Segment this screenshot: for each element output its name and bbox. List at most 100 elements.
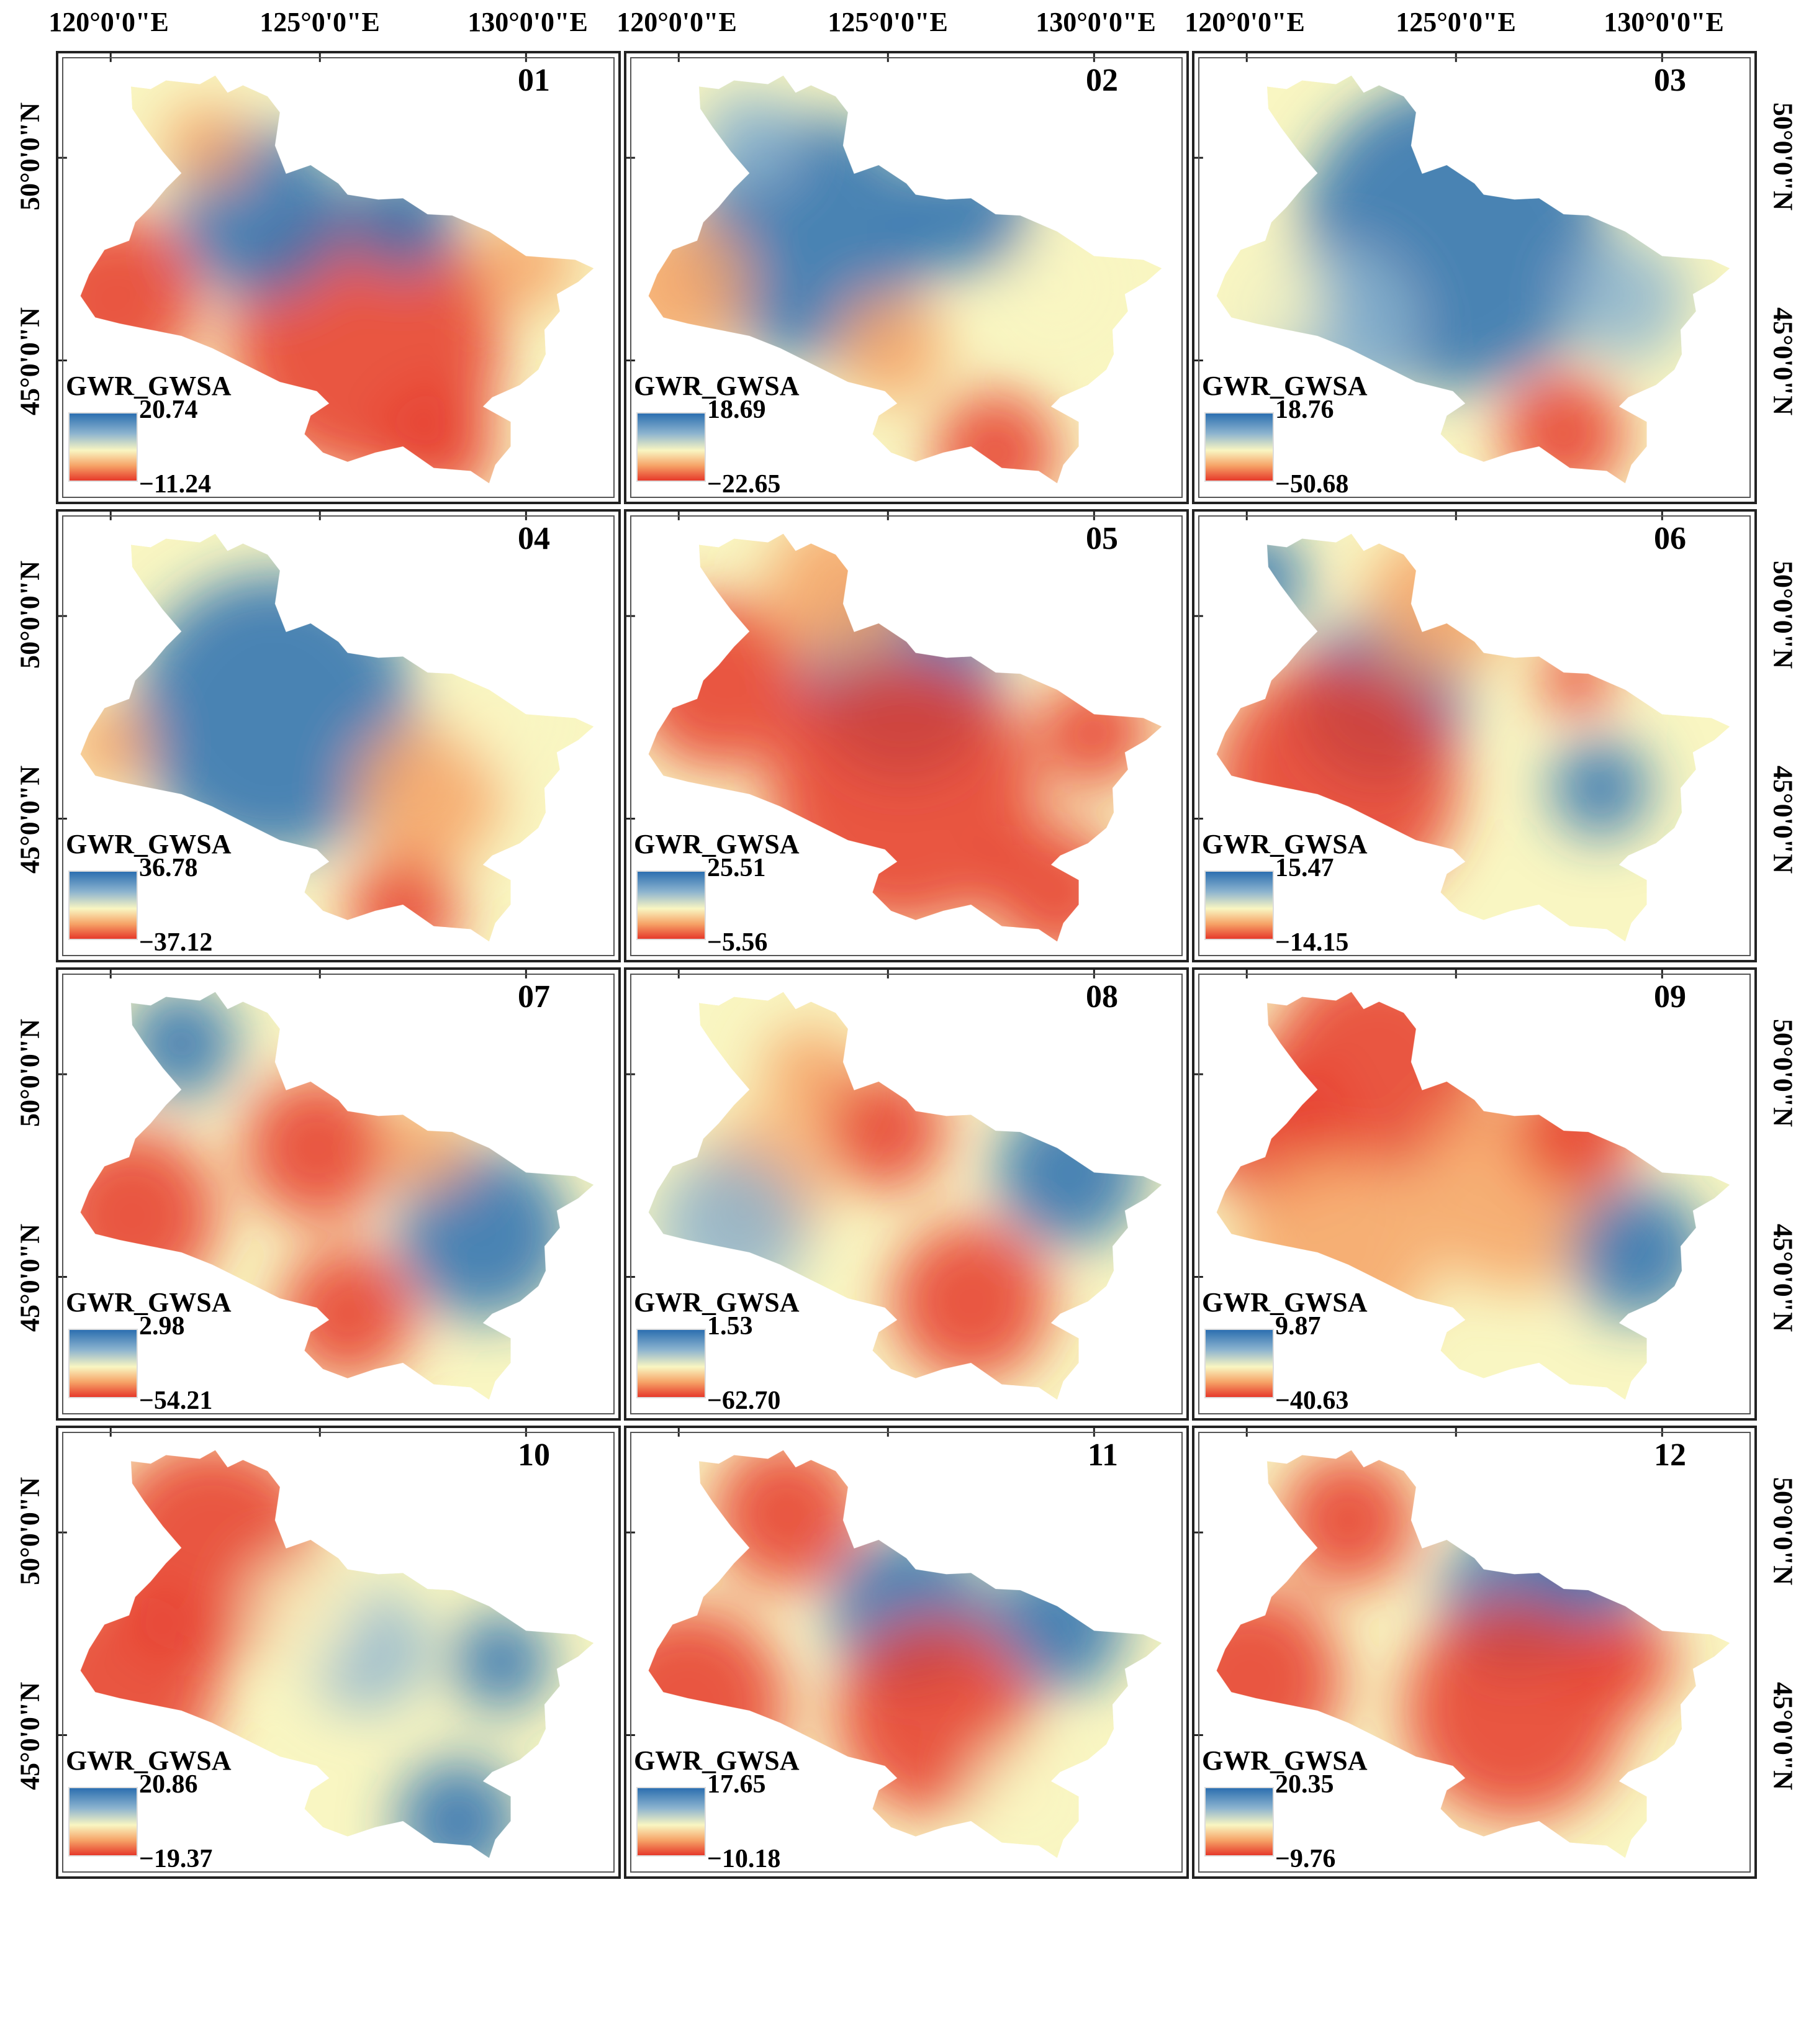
lat-label-l-0-1: 45°0'0"N	[14, 307, 46, 415]
legend-max-value: 20.86	[139, 1770, 198, 1799]
compass-s: S	[1557, 2020, 1567, 2040]
month-label: 10	[518, 1437, 550, 1473]
lat-label-r-1-1: 45°0'0"N	[1767, 766, 1799, 874]
compass-icon	[1487, 1894, 1636, 2041]
map-panel-05: 05 GWR_GWSA 25.51 −5.56	[624, 509, 1189, 962]
compass-rose: N S W E	[1487, 1894, 1636, 2041]
legend-color-ramp	[1204, 1329, 1274, 1398]
top-lon-label-2-2: 130°0'0"E	[1604, 6, 1724, 38]
legend-max-value: 1.53	[707, 1311, 753, 1341]
inner-frame	[630, 1432, 1183, 1873]
legend-color-ramp	[1204, 1787, 1274, 1856]
month-label: 09	[1654, 979, 1686, 1015]
scale-label-1800: 1800	[699, 1979, 754, 2011]
top-longitude-axis: 120°0'0"E 125°0'0"E 130°0'0"E 120°0'0"E 125°…	[0, 6, 1819, 43]
legend-max-value: 36.78	[139, 853, 198, 883]
map-panel-grid: 01 GWR_GWSA 20.74 −11.24 02 GWR_GWSA 18.69 −22.…	[56, 51, 1760, 1879]
map-panel-12: 12 GWR_GWSA 20.35 −9.76	[1192, 1426, 1757, 1879]
legend-min-value: −14.15	[1275, 928, 1348, 957]
bottom-lon-label-0-0: 120°0'0"E	[48, 1886, 169, 1918]
top-lon-label-2-0: 120°0'0"E	[1185, 6, 1305, 38]
bottom-lon-label-1-0: 120°0'0"E	[616, 1886, 737, 1918]
top-lon-label-0-2: 130°0'0"E	[467, 6, 588, 38]
scale-label-0: 0	[66, 1979, 80, 2011]
scale-bar-graphic	[68, 1931, 813, 1981]
top-lon-label-0-0: 120°0'0"E	[48, 6, 169, 38]
lat-label-r-2-1: 45°0'0"N	[1767, 1224, 1799, 1332]
bottom-lon-label-1-1: 125°0'0"E	[828, 1886, 948, 1918]
map-panel-06: 06 GWR_GWSA 15.47 −14.15	[1192, 509, 1757, 962]
scale-label-225: 225	[135, 1979, 176, 2011]
month-label: 07	[518, 979, 550, 1015]
inner-frame	[1198, 57, 1751, 498]
bottom-lon-label-0-2: 130°0'0"E	[467, 1886, 588, 1918]
legend-color-ramp	[636, 412, 706, 482]
legend-color-ramp	[636, 1787, 706, 1856]
compass-w: W	[1486, 1958, 1503, 1978]
legend-max-value: 2.98	[139, 1311, 185, 1341]
legend-color-ramp	[68, 871, 138, 940]
legend-min-value: −19.37	[139, 1844, 212, 1874]
bottom-lon-label-2-0: 120°0'0"E	[1185, 1886, 1305, 1918]
lat-label-r-1-0: 50°0'0"N	[1767, 561, 1799, 669]
legend-min-value: −5.56	[707, 928, 767, 957]
month-label: 06	[1654, 520, 1686, 557]
inner-frame	[62, 57, 615, 498]
compass-e: E	[1622, 1958, 1634, 1978]
legend-min-value: −11.24	[139, 469, 211, 499]
map-panel-10: 10 GWR_GWSA 20.86 −19.37	[56, 1426, 621, 1879]
legend-color-ramp	[1204, 412, 1274, 482]
lat-label-r-0-1: 45°0'0"N	[1767, 307, 1799, 415]
inner-frame	[630, 974, 1183, 1414]
top-lon-label-1-1: 125°0'0"E	[828, 6, 948, 38]
legend-min-value: −50.68	[1275, 469, 1348, 499]
map-panel-03: 03 GWR_GWSA 18.76 −50.68	[1192, 51, 1757, 504]
month-label: 02	[1086, 62, 1118, 99]
map-panel-01: 01 GWR_GWSA 20.74 −11.24	[56, 51, 621, 504]
top-lon-label-1-0: 120°0'0"E	[616, 6, 737, 38]
lat-label-l-3-1: 45°0'0"N	[14, 1682, 46, 1790]
legend-min-value: −62.70	[707, 1386, 780, 1416]
legend-max-value: 20.74	[139, 395, 198, 425]
month-label: 12	[1654, 1437, 1686, 1473]
legend-max-value: 17.65	[707, 1770, 766, 1799]
lat-label-l-1-1: 45°0'0"N	[14, 766, 46, 874]
legend-color-ramp	[68, 1329, 138, 1398]
scale-unit: km	[764, 1931, 801, 1963]
inner-frame	[1198, 974, 1751, 1414]
legend-color-ramp	[636, 1329, 706, 1398]
legend-min-value: −9.76	[1275, 1844, 1335, 1874]
month-label: 11	[1088, 1437, 1118, 1473]
scale-label-450: 450	[217, 1979, 258, 2011]
legend-max-value: 18.76	[1275, 395, 1334, 425]
legend-min-value: −10.18	[707, 1844, 780, 1874]
lat-label-r-2-0: 50°0'0"N	[1767, 1019, 1799, 1127]
compass-n: N	[1556, 1891, 1568, 1911]
bottom-lon-label-1-2: 130°0'0"E	[1036, 1886, 1156, 1918]
bottom-lon-label-0-1: 125°0'0"E	[260, 1886, 380, 1918]
month-label: 01	[518, 62, 550, 99]
scale-bar: 0 225 450 900 1350 1800 km	[68, 1931, 813, 2024]
legend-max-value: 9.87	[1275, 1311, 1321, 1341]
legend-max-value: 25.51	[707, 853, 766, 883]
inner-frame	[630, 515, 1183, 956]
map-panel-08: 08 GWR_GWSA 1.53 −62.70	[624, 967, 1189, 1421]
scale-label-900: 900	[381, 1979, 422, 2011]
scale-label-1350: 1350	[536, 1979, 591, 2011]
lat-label-l-2-1: 45°0'0"N	[14, 1224, 46, 1332]
legend-max-value: 20.35	[1275, 1770, 1334, 1799]
legend-max-value: 15.47	[1275, 853, 1334, 883]
top-lon-label-0-1: 125°0'0"E	[260, 6, 380, 38]
lat-label-r-3-1: 45°0'0"N	[1767, 1682, 1799, 1790]
lat-label-r-3-0: 50°0'0"N	[1767, 1477, 1799, 1585]
inner-frame	[1198, 515, 1751, 956]
legend-min-value: −40.63	[1275, 1386, 1348, 1416]
inner-frame	[62, 974, 615, 1414]
lat-label-l-3-0: 50°0'0"N	[14, 1477, 46, 1585]
top-lon-label-1-2: 130°0'0"E	[1036, 6, 1156, 38]
map-panel-07: 07 GWR_GWSA 2.98 −54.21	[56, 967, 621, 1421]
map-panel-02: 02 GWR_GWSA 18.69 −22.65	[624, 51, 1189, 504]
lat-label-l-1-0: 50°0'0"N	[14, 561, 46, 669]
legend-max-value: 18.69	[707, 395, 766, 425]
legend-min-value: −22.65	[707, 469, 780, 499]
